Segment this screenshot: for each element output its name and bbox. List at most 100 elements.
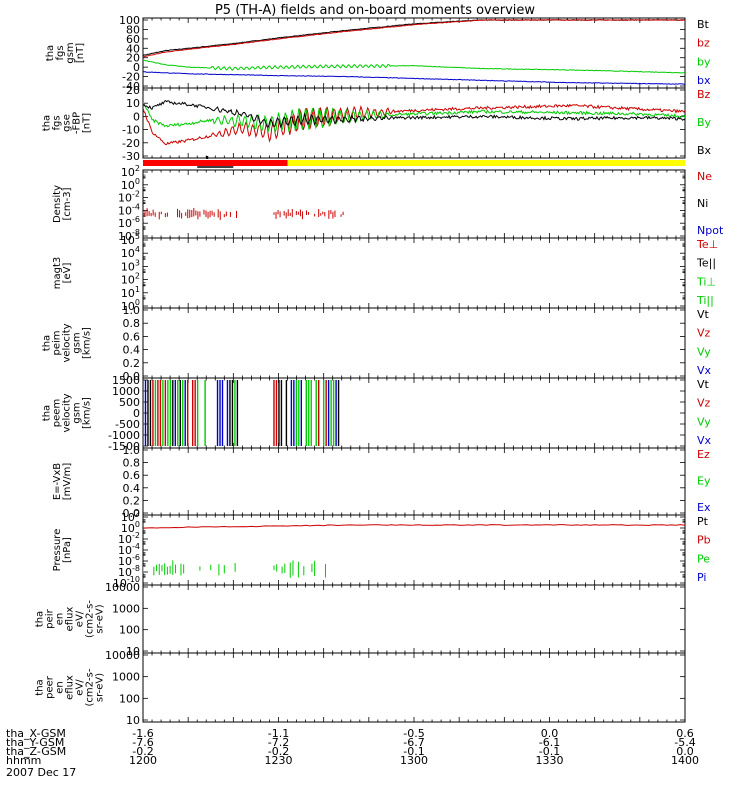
y-tick-exponent: -6: [132, 553, 140, 562]
time-tick-label: -0.1: [539, 745, 560, 758]
y-tick-label: 10000: [105, 649, 140, 662]
y-axis-title-line: gsm: [72, 332, 83, 353]
time-row-label: tha_Z-GSM: [6, 745, 66, 758]
legend-entry: Vx: [697, 434, 712, 447]
y-tick-exponent: 1: [135, 285, 140, 294]
time-tick-label: -1.1: [268, 727, 289, 740]
time-tick-label: -6.7: [403, 736, 424, 749]
y-tick-exponent: 2: [135, 509, 140, 518]
y-tick-label: -40: [122, 80, 140, 93]
y-axis-title-line: Pressure: [52, 529, 63, 572]
status-marker: [206, 156, 209, 159]
legend-entry: Pe: [697, 552, 710, 565]
y-axis-title-line: tha: [42, 115, 53, 131]
series-By: [143, 102, 685, 134]
y-axis-title-line: [nT]: [82, 113, 93, 133]
y-axis-title-line: fgs: [55, 45, 66, 60]
time-tick-label: -0.1: [403, 745, 424, 758]
y-tick-exponent: 0: [135, 520, 140, 529]
y-tick-exponent: -10: [127, 575, 140, 584]
y-tick-exponent: 4: [135, 245, 140, 254]
legend-entry: Ti||: [696, 294, 714, 307]
y-tick-label: 0.4: [123, 482, 141, 495]
y-tick-label: 0.2: [123, 357, 141, 370]
y-tick-exponent: 5: [135, 232, 140, 241]
y-axis-title-line: gse: [62, 114, 73, 132]
y-axis-title-line: [nT]: [75, 43, 86, 63]
panel-frame: [142, 169, 686, 239]
y-axis-title-line: velocity: [62, 323, 73, 362]
y-tick-label: 1000: [112, 602, 140, 615]
y-tick-label: 1000: [112, 385, 140, 398]
y-tick-label: 1000: [112, 671, 140, 684]
panel-frame: [142, 377, 686, 449]
legend-entry: Vt: [697, 378, 710, 391]
data-layer: [143, 207, 344, 220]
time-tick-label: 0.0: [676, 745, 694, 758]
panel-frame: [142, 237, 686, 309]
y-axis-title-line: peer: [45, 675, 56, 699]
y-axis-title-line: tha: [35, 611, 46, 627]
y-tick-exponent: 2: [135, 164, 140, 173]
y-axis-title-line: [nPa]: [62, 537, 73, 563]
y-axis-title-line: tha: [42, 405, 53, 421]
y-axis-title-line: eflux: [65, 607, 76, 632]
y-axis-title-line: [cm-3]: [62, 187, 73, 220]
legend-entry: Pt: [697, 515, 709, 528]
data-layer: [143, 99, 685, 146]
y-axis-title-line: gsm: [72, 402, 83, 423]
series-by: [143, 59, 685, 74]
legend-entry: Vy: [697, 415, 711, 428]
y-tick-exponent: -4: [132, 202, 140, 211]
legend-entry: Ne: [697, 170, 712, 183]
status-segment: [143, 160, 288, 166]
time-row-label: hhmm: [6, 754, 41, 767]
legend-entry: Te⊥: [696, 238, 718, 251]
series-Pb: [143, 524, 685, 529]
y-tick-label: 0: [133, 110, 140, 123]
y-tick-exponent: 0: [135, 298, 140, 307]
y-tick-label: 1500: [112, 374, 140, 387]
y-axis-title-line: peir: [45, 608, 56, 628]
y-tick-exponent: -4: [132, 542, 140, 551]
y-tick-label: 0.8: [123, 457, 141, 470]
y-axis-title-line: E=-VxB: [52, 463, 63, 500]
y-tick-label: 0.8: [123, 317, 141, 330]
time-tick-label: -0.2: [132, 745, 153, 758]
y-axis-title-line: [km/s]: [82, 397, 93, 429]
panel-peer_en: 10000 1000 100 10 tha peer en eflux eV/(cm2-s-sr…: [35, 649, 686, 727]
time-tick-label: 1230: [265, 754, 293, 767]
y-tick-label: 20: [126, 84, 140, 97]
legend-entry: Npot: [697, 224, 724, 237]
y-axis-title-line: eflux: [65, 675, 76, 700]
time-row-label: tha_Y-GSM: [6, 736, 64, 749]
y-tick-label: 0.4: [123, 344, 141, 357]
y-axis-title-line: eV/: [75, 610, 86, 627]
y-tick-exponent: 3: [135, 258, 140, 267]
y-tick-exponent: -8: [132, 228, 140, 237]
data-layer: [143, 380, 340, 446]
data-layer: [143, 19, 685, 85]
y-tick-label: 0: [133, 407, 140, 420]
date-label: 2007 Dec 17: [6, 766, 76, 779]
y-tick-label: 0.2: [123, 494, 141, 507]
y-axis-title-line: peem: [52, 399, 63, 427]
time-tick-label: -5.4: [674, 736, 695, 749]
y-tick-label: 0: [133, 61, 140, 74]
y-axis-title-line: -FBP: [72, 112, 83, 134]
y-tick-label: 10000: [105, 581, 140, 594]
y-tick-label: 1.0: [123, 304, 141, 317]
legend-entry: Ni: [697, 197, 708, 210]
legend-entry: Ti⊥: [696, 275, 716, 288]
y-axis-title-line: (cm2-s-: [85, 600, 96, 638]
panel-e_vxb: 1.00.80.60.40.20.0 E=-VxB [mV/m] Ez Ey Ex: [52, 444, 711, 520]
legend-entry: Pi: [697, 571, 706, 584]
y-axis-title-line: en: [55, 613, 66, 626]
chart-title: P5 (TH-A) fields and on-board moments ov…: [215, 3, 535, 18]
y-axis-title-line: [km/s]: [82, 327, 93, 359]
legend-entry: bx: [697, 74, 711, 87]
y-tick-label: -1500: [108, 440, 140, 453]
